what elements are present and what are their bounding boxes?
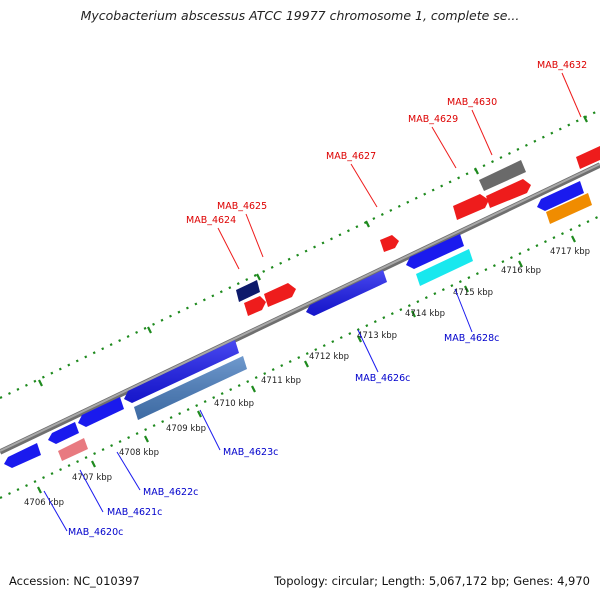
leader-line	[561, 72, 582, 118]
leader-lines-bottom	[43, 288, 473, 532]
tick-mark	[464, 285, 469, 293]
leader-line	[431, 126, 457, 169]
forward-gene-arrows	[236, 146, 600, 316]
gene-label[interactable]: MAB_4621c	[107, 507, 162, 518]
gene-label[interactable]: MAB_4627	[326, 151, 376, 162]
tick-labels: 4706 kbp 4707 kbp 4708 kbp 4709 kbp 4710…	[24, 247, 590, 508]
accession-text: Accession: NC_010397	[9, 574, 140, 588]
leader-line	[357, 329, 379, 373]
tick-label: 4707 kbp	[72, 473, 112, 483]
gene-arrow-mab4624[interactable]	[236, 280, 260, 302]
tick-mark	[474, 167, 479, 175]
gene-arrow-mab4620c[interactable]	[4, 443, 41, 468]
gene-arrow-hypothetical[interactable]	[479, 160, 526, 191]
tick-mark	[251, 385, 256, 393]
lower-track-line	[0, 215, 600, 499]
gene-arrow-mab4630[interactable]	[486, 179, 531, 208]
gene-arrow-reverse-c[interactable]	[406, 234, 464, 269]
tick-mark	[91, 460, 96, 468]
gene-arrow-reverse-a[interactable]	[78, 397, 124, 427]
gene-label[interactable]: MAB_4628c	[444, 333, 499, 344]
tick-label: 4713 kbp	[357, 331, 397, 341]
major-ticks	[37, 115, 588, 494]
leader-line	[217, 227, 240, 270]
tick-label: 4717 kbp	[550, 247, 590, 257]
tick-label: 4712 kbp	[309, 352, 349, 362]
tick-mark	[37, 486, 42, 494]
genome-summary-text: Topology: circular; Length: 5,067,172 bp…	[274, 574, 590, 588]
reverse-gene-labels: MAB_4620c MAB_4621c MAB_4622c MAB_4623c …	[68, 333, 499, 538]
gene-arrow-orange[interactable]	[546, 193, 592, 224]
gene-label[interactable]: MAB_4622c	[143, 487, 198, 498]
gene-arrow-small-red[interactable]	[244, 296, 266, 316]
gene-arrow-mab4622c[interactable]	[58, 438, 88, 461]
tick-label: 4708 kbp	[119, 448, 159, 458]
gene-arrow-reverse-d[interactable]	[537, 181, 584, 211]
tick-mark	[304, 360, 309, 368]
gene-arrow-mab4632[interactable]	[576, 146, 600, 169]
leader-line	[471, 109, 493, 156]
gene-label[interactable]: MAB_4624	[186, 215, 236, 226]
tick-label: 4714 kbp	[405, 309, 445, 319]
leader-line	[199, 409, 221, 451]
reverse-gene-arrows	[4, 181, 592, 468]
upper-track-line	[0, 109, 600, 399]
leader-line	[350, 163, 378, 208]
gene-label[interactable]: MAB_4632	[537, 60, 587, 71]
gene-arrow-mab4627[interactable]	[380, 235, 399, 252]
forward-gene-labels: MAB_4624 MAB_4625 MAB_4627 MAB_4629 MAB_…	[186, 60, 587, 226]
tick-mark	[38, 379, 43, 387]
tick-mark	[144, 435, 149, 443]
tick-mark	[518, 260, 523, 268]
tick-mark	[357, 335, 362, 343]
gene-arrow-mab4629[interactable]	[453, 194, 489, 220]
leader-line	[116, 451, 141, 491]
gene-label[interactable]: MAB_4630	[447, 97, 497, 108]
leader-lines-top	[217, 72, 582, 270]
tick-mark	[197, 410, 202, 418]
tick-mark	[256, 273, 261, 281]
gene-arrow-mab4625[interactable]	[264, 283, 296, 307]
tick-mark	[583, 115, 588, 123]
tick-label: 4709 kbp	[166, 424, 206, 434]
track-lines	[0, 109, 600, 499]
tick-label: 4716 kbp	[501, 266, 541, 276]
tick-mark	[365, 220, 370, 228]
gene-label[interactable]: MAB_4620c	[68, 527, 123, 538]
tick-mark	[571, 235, 576, 243]
leader-line	[43, 490, 68, 532]
leader-line	[79, 469, 104, 513]
tick-mark	[411, 310, 416, 318]
tick-label: 4711 kbp	[261, 376, 301, 386]
tick-label: 4715 kbp	[453, 288, 493, 298]
gene-label[interactable]: MAB_4626c	[355, 373, 410, 384]
tick-label: 4706 kbp	[24, 498, 64, 508]
backbone	[0, 162, 600, 455]
gene-arrow-mab4628c[interactable]	[416, 249, 473, 286]
gene-arrow-mab4621c[interactable]	[48, 422, 79, 444]
gene-label[interactable]: MAB_4625	[217, 201, 267, 212]
arrow-shading	[124, 270, 387, 420]
leader-line	[245, 213, 264, 258]
gene-label[interactable]: MAB_4629	[408, 114, 458, 125]
gene-label[interactable]: MAB_4623c	[223, 447, 278, 458]
leader-line	[454, 288, 473, 333]
map-title: Mycobacterium abscessus ATCC 19977 chrom…	[80, 8, 520, 23]
tick-label: 4710 kbp	[214, 399, 254, 409]
tick-mark	[147, 326, 152, 334]
